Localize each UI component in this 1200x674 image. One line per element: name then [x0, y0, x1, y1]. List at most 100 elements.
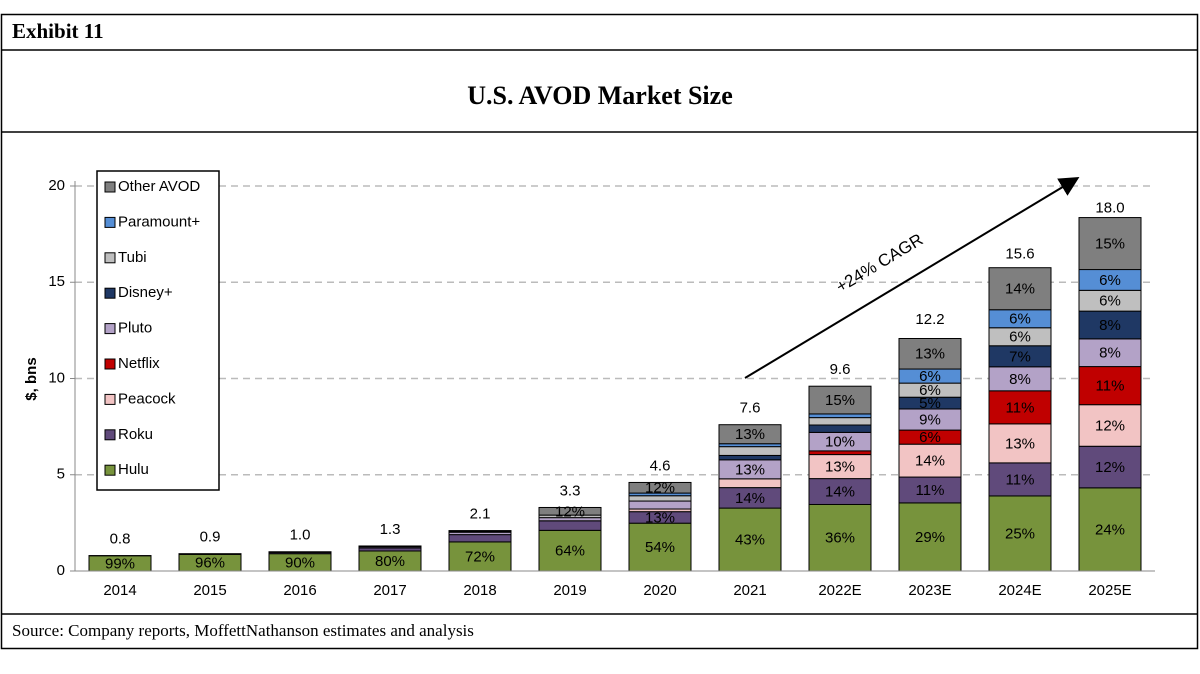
- legend-label: Tubi: [118, 249, 147, 266]
- value-label: 6%: [1009, 311, 1031, 328]
- value-label: 90%: [285, 554, 315, 571]
- value-label: 9%: [919, 411, 941, 428]
- value-label: 15%: [825, 392, 855, 409]
- bar-segment: [718, 507, 782, 572]
- legend-label: Netflix: [118, 355, 160, 372]
- bar-segment: [1078, 487, 1142, 572]
- axes: 0 5 10 15 20 2014 2015 2016 2017 2018 2019 2020 2021…: [48, 177, 1155, 599]
- bar-segment: [898, 476, 962, 504]
- x-tick-label: 2016: [283, 582, 316, 599]
- legend-swatch: [104, 323, 116, 335]
- x-tick-label: 2018: [463, 582, 496, 599]
- value-label: 10%: [825, 434, 855, 451]
- value-label: 43%: [735, 532, 765, 549]
- bar-segment: [628, 522, 692, 572]
- value-label: 6%: [919, 368, 941, 385]
- legend-label: Roku: [118, 426, 153, 443]
- cagr-annotation: +24% CAGR: [833, 230, 927, 297]
- bar-segment: [718, 424, 782, 445]
- bar-segment: [1078, 404, 1142, 447]
- source-note: Source: Company reports, MoffettNathanso…: [12, 621, 474, 640]
- total-label: 4.6: [650, 457, 671, 474]
- value-label: 11%: [916, 482, 945, 499]
- bar-segment: [988, 390, 1052, 425]
- total-label: 2.1: [470, 506, 491, 523]
- value-label: 29%: [915, 529, 945, 546]
- total-label: 18.0: [1095, 199, 1124, 216]
- value-label: 99%: [105, 555, 135, 572]
- bar-segment: [538, 506, 602, 516]
- value-label: 6%: [919, 429, 941, 446]
- bar-segment: [808, 424, 872, 433]
- value-label: 12%: [1095, 459, 1125, 476]
- value-label: 64%: [555, 543, 585, 560]
- bar-segment: [268, 551, 332, 553]
- bar-segment: [988, 267, 1052, 311]
- legend-swatch: [104, 252, 116, 264]
- bar-segment: [898, 502, 962, 572]
- x-tick-label: 2022E: [818, 582, 861, 599]
- bar-segment: [988, 366, 1052, 392]
- y-axis-label: $, bns: [23, 357, 40, 400]
- value-label: 13%: [645, 509, 675, 526]
- value-label: 96%: [195, 555, 225, 572]
- value-label: 12%: [555, 503, 585, 520]
- legend-box: [96, 170, 220, 491]
- value-label: 24%: [1095, 521, 1125, 538]
- value-label: 72%: [465, 548, 495, 565]
- value-label: 7%: [1009, 348, 1031, 365]
- bar-segment: [178, 553, 242, 555]
- bar-segment: [448, 530, 512, 532]
- value-label: 80%: [375, 553, 405, 570]
- legend-label: Peacock: [118, 390, 176, 407]
- bar-segment: [448, 541, 512, 572]
- bar-segment: [718, 478, 782, 489]
- x-tick-label: 2020: [643, 582, 676, 599]
- frame: [0, 13, 1199, 650]
- bar-segment: [988, 423, 1052, 464]
- chart-title: U.S. AVOD Market Size: [467, 81, 732, 110]
- bar-segment: [808, 417, 872, 426]
- value-label: 13%: [735, 426, 765, 443]
- bar-segment: [1078, 338, 1142, 368]
- value-label: 13%: [825, 459, 855, 476]
- total-label: 1.0: [290, 527, 311, 544]
- y-tick-label: 10: [48, 369, 65, 386]
- value-label: 15%: [1095, 236, 1125, 253]
- bar-segment: [808, 450, 872, 456]
- legend-swatch: [104, 181, 116, 193]
- bar-segment: [538, 529, 602, 572]
- legend-label: Hulu: [118, 461, 149, 478]
- value-label: 14%: [1005, 281, 1035, 298]
- bar-segment: [808, 413, 872, 419]
- bar-segment: [718, 454, 782, 461]
- x-tick-label: 2017: [373, 582, 406, 599]
- bar-segment: [358, 545, 422, 548]
- legend-swatch: [104, 393, 116, 405]
- value-label: 8%: [1099, 317, 1121, 334]
- value-label: 12%: [1095, 417, 1125, 434]
- legend-label: Disney+: [118, 284, 173, 301]
- bar-segment: [448, 534, 512, 543]
- value-label: 6%: [1099, 293, 1121, 310]
- cagr-arrow: [744, 176, 1080, 379]
- total-label: 9.6: [830, 361, 851, 378]
- total-label: 0.9: [200, 529, 221, 546]
- bar-segment: [808, 478, 872, 505]
- bar-segment: [718, 446, 782, 456]
- legend-swatch: [104, 429, 116, 441]
- x-tick-label: 2024E: [998, 582, 1041, 599]
- value-label: 8%: [1009, 371, 1031, 388]
- bar-segment: [538, 520, 602, 531]
- legend: Other AVOD Paramount+ Tubi Disney+ Pluto Netf…: [96, 170, 220, 491]
- value-label: 25%: [1005, 525, 1035, 542]
- bar-segment: [628, 481, 692, 494]
- x-tick-label: 2019: [553, 582, 586, 599]
- value-label: 14%: [825, 484, 855, 501]
- bar-segment: [988, 462, 1052, 497]
- bar-segment: [1078, 366, 1142, 406]
- exhibit-label: Exhibit 11: [12, 19, 104, 43]
- legend-swatch: [104, 216, 116, 228]
- value-label: 54%: [645, 539, 675, 556]
